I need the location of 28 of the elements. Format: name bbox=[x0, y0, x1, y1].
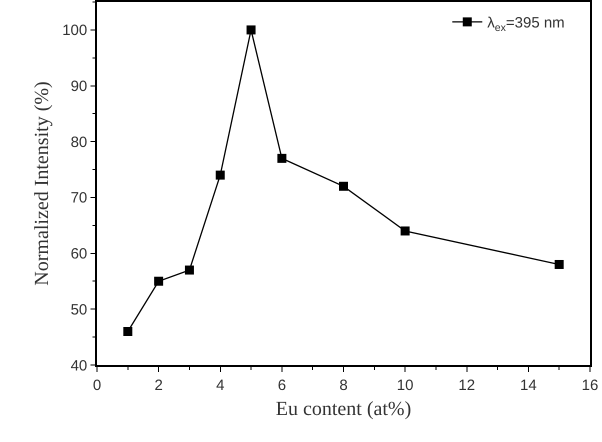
point bbox=[277, 154, 286, 163]
point bbox=[554, 260, 564, 269]
legend-label: λ$_{ex}$=395 nm bbox=[487, 14, 565, 34]
point bbox=[123, 326, 132, 336]
y-tick-label: 50 bbox=[70, 301, 88, 318]
point bbox=[184, 266, 194, 275]
y-tick-label: 70 bbox=[70, 190, 88, 207]
x-tick-label: 8 bbox=[339, 376, 348, 394]
x-tick-label: 6 bbox=[278, 376, 286, 394]
y-tick-label: 100 bbox=[62, 22, 88, 40]
point bbox=[246, 25, 256, 34]
x-axis-title: Eu content (at%) bbox=[276, 398, 412, 420]
y-axis-title: Normalized Intensity (%) bbox=[31, 81, 54, 286]
x-tick-label: 0 bbox=[92, 376, 102, 394]
x-tick-label: 10 bbox=[396, 376, 414, 394]
x-tick-label: 14 bbox=[520, 376, 537, 394]
y-tick-label: 90 bbox=[70, 78, 88, 96]
point bbox=[154, 276, 164, 286]
x-tick-label: 16 bbox=[582, 376, 598, 394]
x-tick-label: 12 bbox=[458, 376, 476, 394]
x-tick-label: 4 bbox=[216, 376, 224, 394]
x-tick-label: 2 bbox=[154, 376, 163, 394]
y-tick-label: 80 bbox=[70, 134, 88, 151]
point bbox=[400, 226, 410, 236]
point bbox=[339, 182, 348, 191]
point bbox=[216, 170, 225, 180]
y-tick-label: 60 bbox=[70, 246, 88, 263]
y-tick-label: 40 bbox=[70, 357, 88, 374]
